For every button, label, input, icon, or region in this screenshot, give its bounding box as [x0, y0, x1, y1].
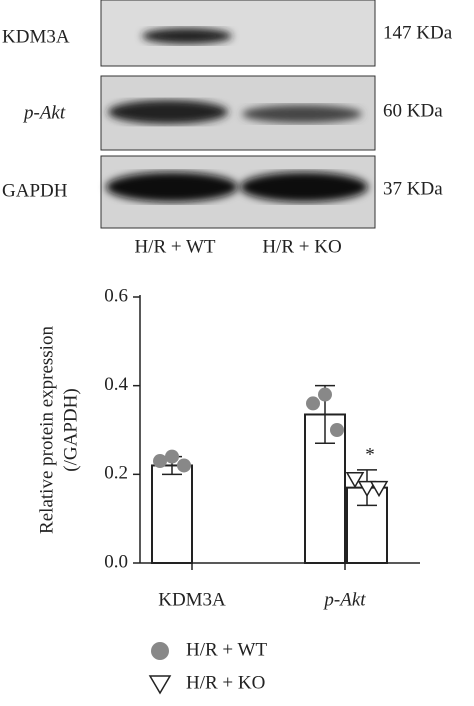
blot: KDM3A p-Akt GAPDH 147 KDa 60 KDa 37 KDa …	[2, 0, 453, 257]
point	[330, 423, 344, 437]
row-label: p-Akt	[22, 102, 66, 123]
y-tick-label: 0.0	[104, 551, 128, 572]
x-tick-label: KDM3A	[158, 589, 226, 610]
y-tick-label: 0.4	[104, 374, 128, 395]
blot-panel	[100, 0, 376, 67]
point	[345, 472, 365, 489]
annotation: *	[365, 444, 375, 465]
point	[165, 449, 179, 464]
bar	[151, 464, 193, 565]
point	[369, 480, 389, 498]
point	[177, 458, 191, 473]
y-tick-label: 0.6	[104, 285, 128, 306]
band	[240, 172, 368, 202]
size-label: 147 KDa	[383, 22, 453, 43]
legend-marker	[151, 642, 169, 660]
x-tick-label: p-Akt	[322, 589, 366, 610]
y-tick-label: 0.2	[104, 463, 128, 484]
point	[318, 387, 332, 402]
lane-label: H/R + WT	[134, 236, 215, 257]
legend-label: H/R + WT	[186, 639, 267, 660]
row-label: GAPDH	[2, 180, 68, 201]
point	[306, 396, 320, 411]
band	[242, 105, 362, 123]
band	[106, 172, 238, 202]
legend-marker	[148, 675, 172, 695]
y-axis-label: (/GAPDH)	[60, 388, 81, 471]
band	[142, 28, 232, 44]
row-label: KDM3A	[2, 26, 70, 47]
band	[108, 100, 228, 124]
lane-label: H/R + KO	[262, 236, 341, 257]
size-label: 60 KDa	[383, 100, 443, 121]
point	[153, 454, 167, 469]
size-label: 37 KDa	[383, 178, 443, 199]
point	[357, 480, 377, 498]
legend-label: H/R + KO	[186, 672, 265, 693]
y-axis-label: Relative protein expression	[36, 326, 57, 534]
